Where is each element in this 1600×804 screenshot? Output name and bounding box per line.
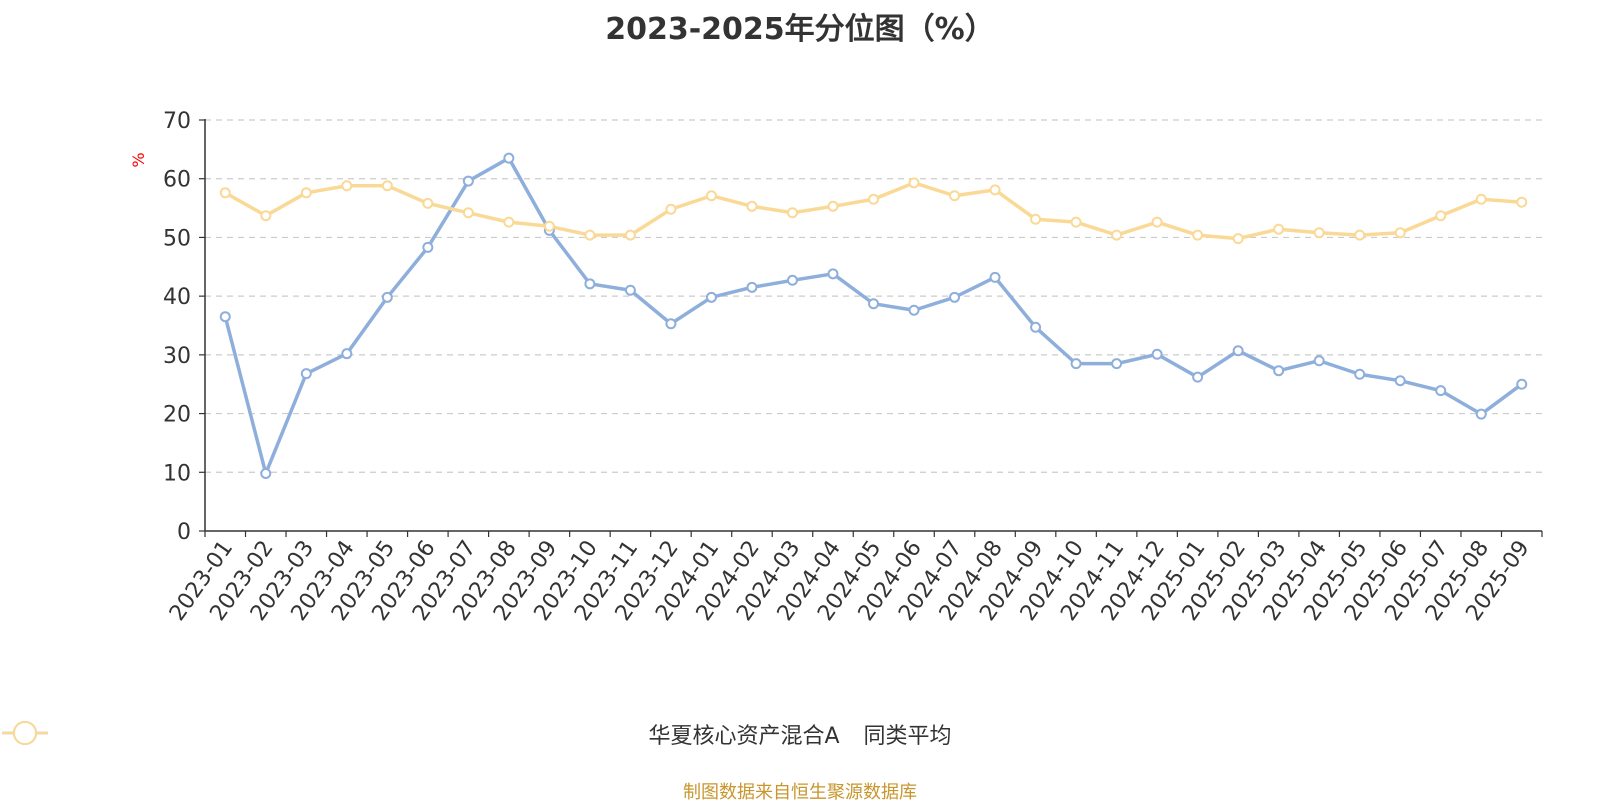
data-point-series-1[interactable] xyxy=(300,368,312,380)
data-point-series-1[interactable] xyxy=(949,291,961,303)
y-tick-label: 50 xyxy=(163,226,191,251)
data-point-series-2[interactable] xyxy=(1435,210,1447,222)
data-point-series-2[interactable] xyxy=(624,229,636,241)
legend-item-series-1[interactable]: 华夏核心资产混合A xyxy=(2,718,840,750)
data-point-series-2[interactable] xyxy=(868,193,879,205)
data-point-series-1[interactable] xyxy=(1232,345,1244,357)
data-point-series-2[interactable] xyxy=(1516,196,1528,208)
data-point-series-2[interactable] xyxy=(219,187,231,199)
data-point-series-2[interactable] xyxy=(422,197,434,209)
data-point-series-2[interactable] xyxy=(786,207,798,219)
data-point-series-1[interactable] xyxy=(1273,365,1285,377)
data-point-series-1[interactable] xyxy=(705,291,717,303)
data-point-series-2[interactable] xyxy=(1151,216,1163,228)
data-point-series-2[interactable] xyxy=(949,190,961,202)
data-point-series-2[interactable] xyxy=(1192,229,1204,241)
data-point-series-2[interactable] xyxy=(584,229,596,241)
y-tick-label: 60 xyxy=(163,168,191,193)
data-point-series-2[interactable] xyxy=(341,180,353,192)
data-point-series-1[interactable] xyxy=(1516,378,1528,390)
data-point-series-2[interactable] xyxy=(665,203,677,215)
legend-label-series-2: 同类平均 xyxy=(863,724,952,749)
data-point-series-2[interactable] xyxy=(503,216,515,228)
data-point-series-1[interactable] xyxy=(503,152,515,164)
data-point-series-1[interactable] xyxy=(260,467,272,479)
data-point-series-2[interactable] xyxy=(543,220,555,232)
data-point-series-1[interactable] xyxy=(1354,368,1366,380)
data-point-series-2[interactable] xyxy=(908,177,920,189)
data-point-series-1[interactable] xyxy=(746,281,758,293)
data-point-series-2[interactable] xyxy=(989,184,1001,196)
y-tick-label: 10 xyxy=(163,461,191,486)
data-point-series-2[interactable] xyxy=(1313,227,1325,239)
data-point-series-1[interactable] xyxy=(1030,321,1042,333)
data-point-series-1[interactable] xyxy=(584,278,596,290)
gridlines xyxy=(205,119,1542,473)
data-point-series-1[interactable] xyxy=(624,284,636,296)
data-point-series-2[interactable] xyxy=(1070,216,1082,228)
series-line-1 xyxy=(223,156,1524,476)
legend-item-series-2[interactable]: 同类平均 xyxy=(2,718,952,750)
y-tick-label: 20 xyxy=(163,403,191,428)
data-point-series-1[interactable] xyxy=(1070,358,1082,370)
data-point-series-2[interactable] xyxy=(1394,227,1406,239)
data-point-series-2[interactable] xyxy=(381,180,393,192)
data-point-series-1[interactable] xyxy=(1435,385,1447,397)
data-point-series-2[interactable] xyxy=(827,200,839,212)
legend-label-series-1: 华夏核心资产混合A xyxy=(648,724,840,749)
data-point-series-1[interactable] xyxy=(1475,408,1487,420)
data-point-series-1[interactable] xyxy=(908,304,920,316)
data-point-series-2[interactable] xyxy=(462,207,474,219)
series-line-2 xyxy=(223,181,1524,241)
legend: 华夏核心资产混合A 同类平均 xyxy=(0,718,1600,750)
y-axis-label: % xyxy=(129,152,148,167)
data-point-series-2[interactable] xyxy=(1475,193,1487,205)
series-group xyxy=(219,152,1528,479)
y-tick-label: 30 xyxy=(163,344,191,369)
data-point-series-1[interactable] xyxy=(1192,371,1204,383)
data-point-series-2[interactable] xyxy=(1111,229,1123,241)
data-point-series-1[interactable] xyxy=(462,175,474,187)
y-tick-label: 70 xyxy=(163,109,191,134)
data-point-series-1[interactable] xyxy=(422,241,434,253)
data-point-series-2[interactable] xyxy=(1232,233,1244,245)
legend-marker-icon xyxy=(2,721,48,745)
y-axis: 0 10 20 30 40 50 60 70 xyxy=(163,109,206,545)
data-point-series-1[interactable] xyxy=(989,271,1001,283)
data-point-series-1[interactable] xyxy=(219,311,231,323)
y-tick-label: 0 xyxy=(177,520,191,545)
data-point-series-2[interactable] xyxy=(1354,229,1366,241)
data-point-series-1[interactable] xyxy=(1111,358,1123,370)
data-source-note: 制图数据来自恒生聚源数据库 xyxy=(683,782,917,803)
data-point-series-2[interactable] xyxy=(1030,213,1042,225)
data-point-series-1[interactable] xyxy=(381,291,393,303)
data-point-series-2[interactable] xyxy=(260,210,272,222)
data-point-series-2[interactable] xyxy=(300,187,312,199)
data-point-series-1[interactable] xyxy=(868,298,879,310)
chart-title: 2023-2025年分位图（%） xyxy=(605,12,995,47)
data-point-series-1[interactable] xyxy=(827,268,839,280)
data-point-series-1[interactable] xyxy=(1394,375,1406,387)
data-point-series-1[interactable] xyxy=(341,348,353,360)
y-tick-label: 40 xyxy=(163,285,191,310)
data-point-series-1[interactable] xyxy=(1313,355,1325,367)
data-point-series-1[interactable] xyxy=(786,274,798,286)
data-point-series-2[interactable] xyxy=(705,190,717,202)
data-point-series-1[interactable] xyxy=(665,318,677,330)
x-axis: 2023-012023-022023-032023-042023-052023-… xyxy=(165,530,1543,626)
data-point-series-1[interactable] xyxy=(1151,348,1163,360)
data-point-series-2[interactable] xyxy=(746,200,758,212)
data-point-series-2[interactable] xyxy=(1273,223,1285,235)
